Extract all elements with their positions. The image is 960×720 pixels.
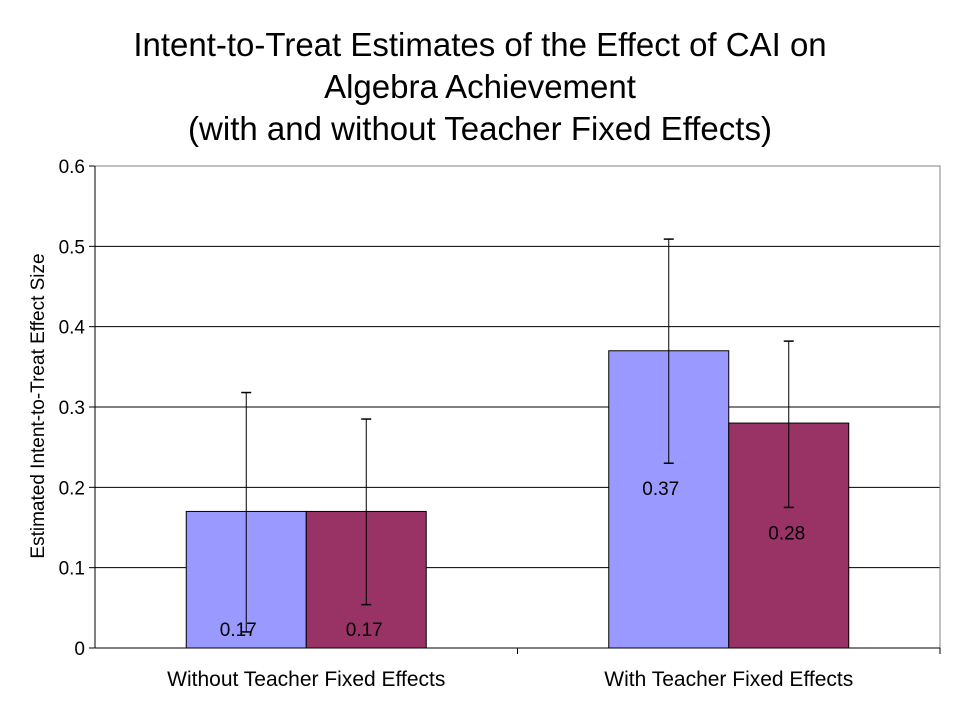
data-label: 0.17: [346, 620, 383, 641]
y-tick-label: 0.4: [59, 318, 86, 339]
x-category-label: Without Teacher Fixed Effects: [167, 668, 445, 691]
error-bars: [241, 238, 794, 633]
data-label: 0.28: [768, 523, 805, 544]
y-tick-label: 0.6: [59, 157, 85, 178]
bars: [185, 350, 850, 649]
y-tick-label: 0.5: [59, 237, 85, 258]
chart-title: Intent-to-Treat Estimates of the Effect …: [0, 24, 960, 150]
x-category-label: With Teacher Fixed Effects: [604, 668, 853, 691]
data-label: 0.17: [220, 620, 257, 641]
data-label: 0.37: [642, 479, 679, 500]
labels: 0 0.1 0.2 0.3 0.4 0.5 0.6 0.17 0.17 Without Teach…: [59, 157, 854, 691]
axes: [89, 165, 941, 654]
y-tick-label: 0.3: [59, 398, 85, 419]
y-tick-label: 0.2: [59, 478, 85, 499]
y-axis-label: Estimated Intent-to-Treat Effect Size: [28, 253, 49, 558]
chart-title-line-1: Intent-to-Treat Estimates of the Effect …: [133, 26, 827, 63]
chart-title-line-2: Algebra Achievement: [324, 68, 636, 105]
y-tick-label: 0: [74, 639, 85, 660]
chart-title-line-3: (with and without Teacher Fixed Effects): [188, 110, 772, 147]
y-tick-label: 0.1: [59, 559, 85, 580]
